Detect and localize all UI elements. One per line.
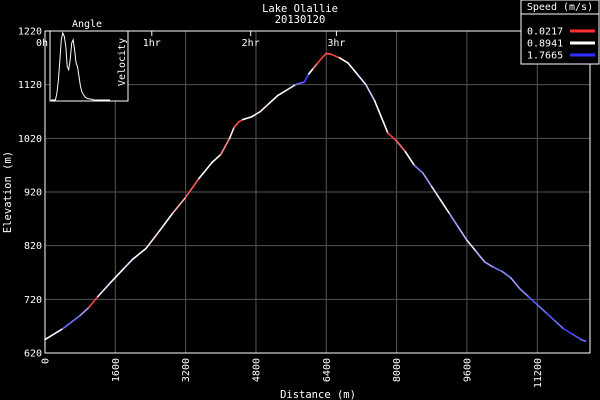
track-segment-34: [356, 73, 367, 86]
track-segment-1: [61, 314, 81, 330]
x-tick-label-3: 4800: [251, 358, 262, 382]
y-tick-label-4: 1020: [18, 134, 42, 145]
time-tick-label-3: 3hr: [327, 38, 345, 49]
track-segment-56: [545, 311, 556, 322]
track-segment-32: [338, 57, 350, 65]
track-segment-40: [404, 150, 415, 166]
track-segment-24: [294, 81, 306, 86]
track-segment-8: [145, 230, 161, 250]
track-segment-21: [268, 94, 279, 105]
track-segment-18: [241, 116, 253, 121]
track-segment-13: [211, 153, 222, 164]
track-segment-51: [501, 270, 512, 279]
track-segment-44: [439, 199, 451, 215]
x-tick-label-1: 1600: [111, 358, 122, 382]
chart-subtitle: 20130120: [275, 14, 326, 26]
track-segment-60: [580, 338, 587, 342]
track-segment-52: [510, 277, 521, 290]
track-segment-23: [285, 83, 297, 91]
track-segment-41: [413, 164, 424, 175]
track-segment-6: [123, 258, 134, 270]
track-segment-5: [110, 267, 125, 283]
x-axis-label: Distance (m): [280, 389, 356, 400]
x-tick-label-4: 6400: [322, 358, 333, 382]
track-segment-4: [96, 281, 112, 298]
track-segment-19: [250, 110, 262, 118]
track-segment-22: [277, 89, 288, 97]
track-segment-36: [373, 99, 385, 124]
track-segment-31: [329, 53, 341, 59]
track-segment-42: [422, 172, 433, 188]
inset-title: Angle: [72, 19, 102, 30]
track-segment-9: [158, 212, 174, 232]
track-segment-2: [79, 306, 90, 317]
track-segment-46: [457, 226, 468, 242]
track-segment-17: [237, 118, 244, 124]
inset-side-label: Velocity: [117, 38, 128, 86]
track-segment-50: [492, 266, 503, 273]
y-axis-ticks: 620 720 820 920 1020 1120 1220: [18, 27, 42, 360]
x-tick-label-2: 3200: [181, 358, 192, 382]
track-segment-54: [527, 295, 539, 306]
legend-title: Speed (m/s): [527, 2, 593, 13]
time-tick-label-1: 1hr: [143, 38, 161, 49]
track-segment-57: [554, 319, 565, 330]
track-segment-14: [220, 137, 231, 156]
track-segment-37: [382, 121, 389, 134]
track-segment-49: [483, 260, 495, 268]
track-segment-27: [312, 62, 319, 70]
y-axis-label: Elevation (m): [2, 151, 14, 233]
time-tick-label-2: 2hr: [242, 38, 260, 49]
track-segment-28: [316, 57, 323, 65]
track-segment-16: [233, 121, 240, 129]
track-segment-3: [88, 295, 99, 309]
y-tick-label-5: 1120: [18, 80, 42, 91]
angle-inset: Angle Velocity: [49, 19, 129, 102]
chart-title: Lake Olallie: [262, 3, 338, 15]
track-segment-43: [430, 185, 442, 201]
plot-frame: [44, 30, 591, 354]
y-tick-label-3: 920: [24, 188, 42, 199]
track-segment-12: [198, 161, 213, 180]
track-segment-53: [518, 287, 530, 298]
legend-label-2: 1.7665: [527, 51, 563, 62]
track-segment-11: [184, 177, 200, 199]
track-segment-47: [466, 239, 477, 252]
y-tick-label-6: 1220: [18, 27, 42, 38]
inset-frame: [49, 30, 129, 102]
x-axis-ticks: 0 1600 3200 4800 6400 8000 9600 11200: [41, 358, 544, 388]
track-segment-59: [571, 333, 583, 341]
legend-label-1: 0.8941: [527, 39, 563, 50]
track-segment-29: [321, 52, 328, 59]
track-segment-35: [365, 83, 376, 102]
track-segment-45: [448, 212, 459, 228]
y-tick-label-2: 820: [24, 241, 42, 252]
track-segment-15: [228, 126, 235, 140]
track-segment-39: [395, 140, 407, 153]
track-segment-0: [44, 328, 64, 341]
x-tick-label-0: 0: [41, 358, 52, 364]
track-segment-48: [474, 250, 486, 263]
track-segment-10: [171, 196, 187, 215]
track-segment-58: [562, 328, 574, 336]
track-segment-38: [387, 132, 398, 142]
track-segment-26: [307, 67, 314, 75]
track-segment-7: [132, 247, 147, 260]
track-segment-25: [303, 73, 310, 83]
y-tick-label-0: 620: [24, 349, 42, 360]
y-tick-label-1: 720: [24, 295, 42, 306]
elevation-track: [44, 52, 587, 342]
x-tick-label-6: 9600: [462, 358, 473, 382]
inset-velocity-line: [51, 31, 110, 101]
x-tick-label-5: 8000: [392, 358, 403, 382]
track-segment-55: [536, 303, 547, 314]
legend-label-0: 0.0217: [527, 27, 563, 38]
track-segment-33: [347, 62, 358, 75]
track-segment-20: [259, 102, 270, 113]
x-tick-label-7: 11200: [533, 358, 544, 388]
